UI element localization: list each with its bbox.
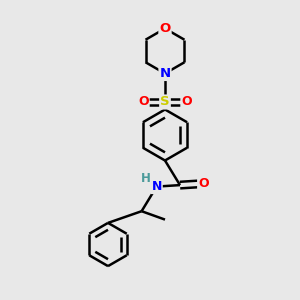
Text: N: N xyxy=(152,180,162,193)
Text: O: O xyxy=(181,95,192,109)
Text: O: O xyxy=(159,22,171,35)
Text: O: O xyxy=(198,177,209,190)
Text: O: O xyxy=(138,95,149,109)
Text: H: H xyxy=(141,172,151,185)
Text: S: S xyxy=(160,95,170,109)
Text: N: N xyxy=(159,67,171,80)
